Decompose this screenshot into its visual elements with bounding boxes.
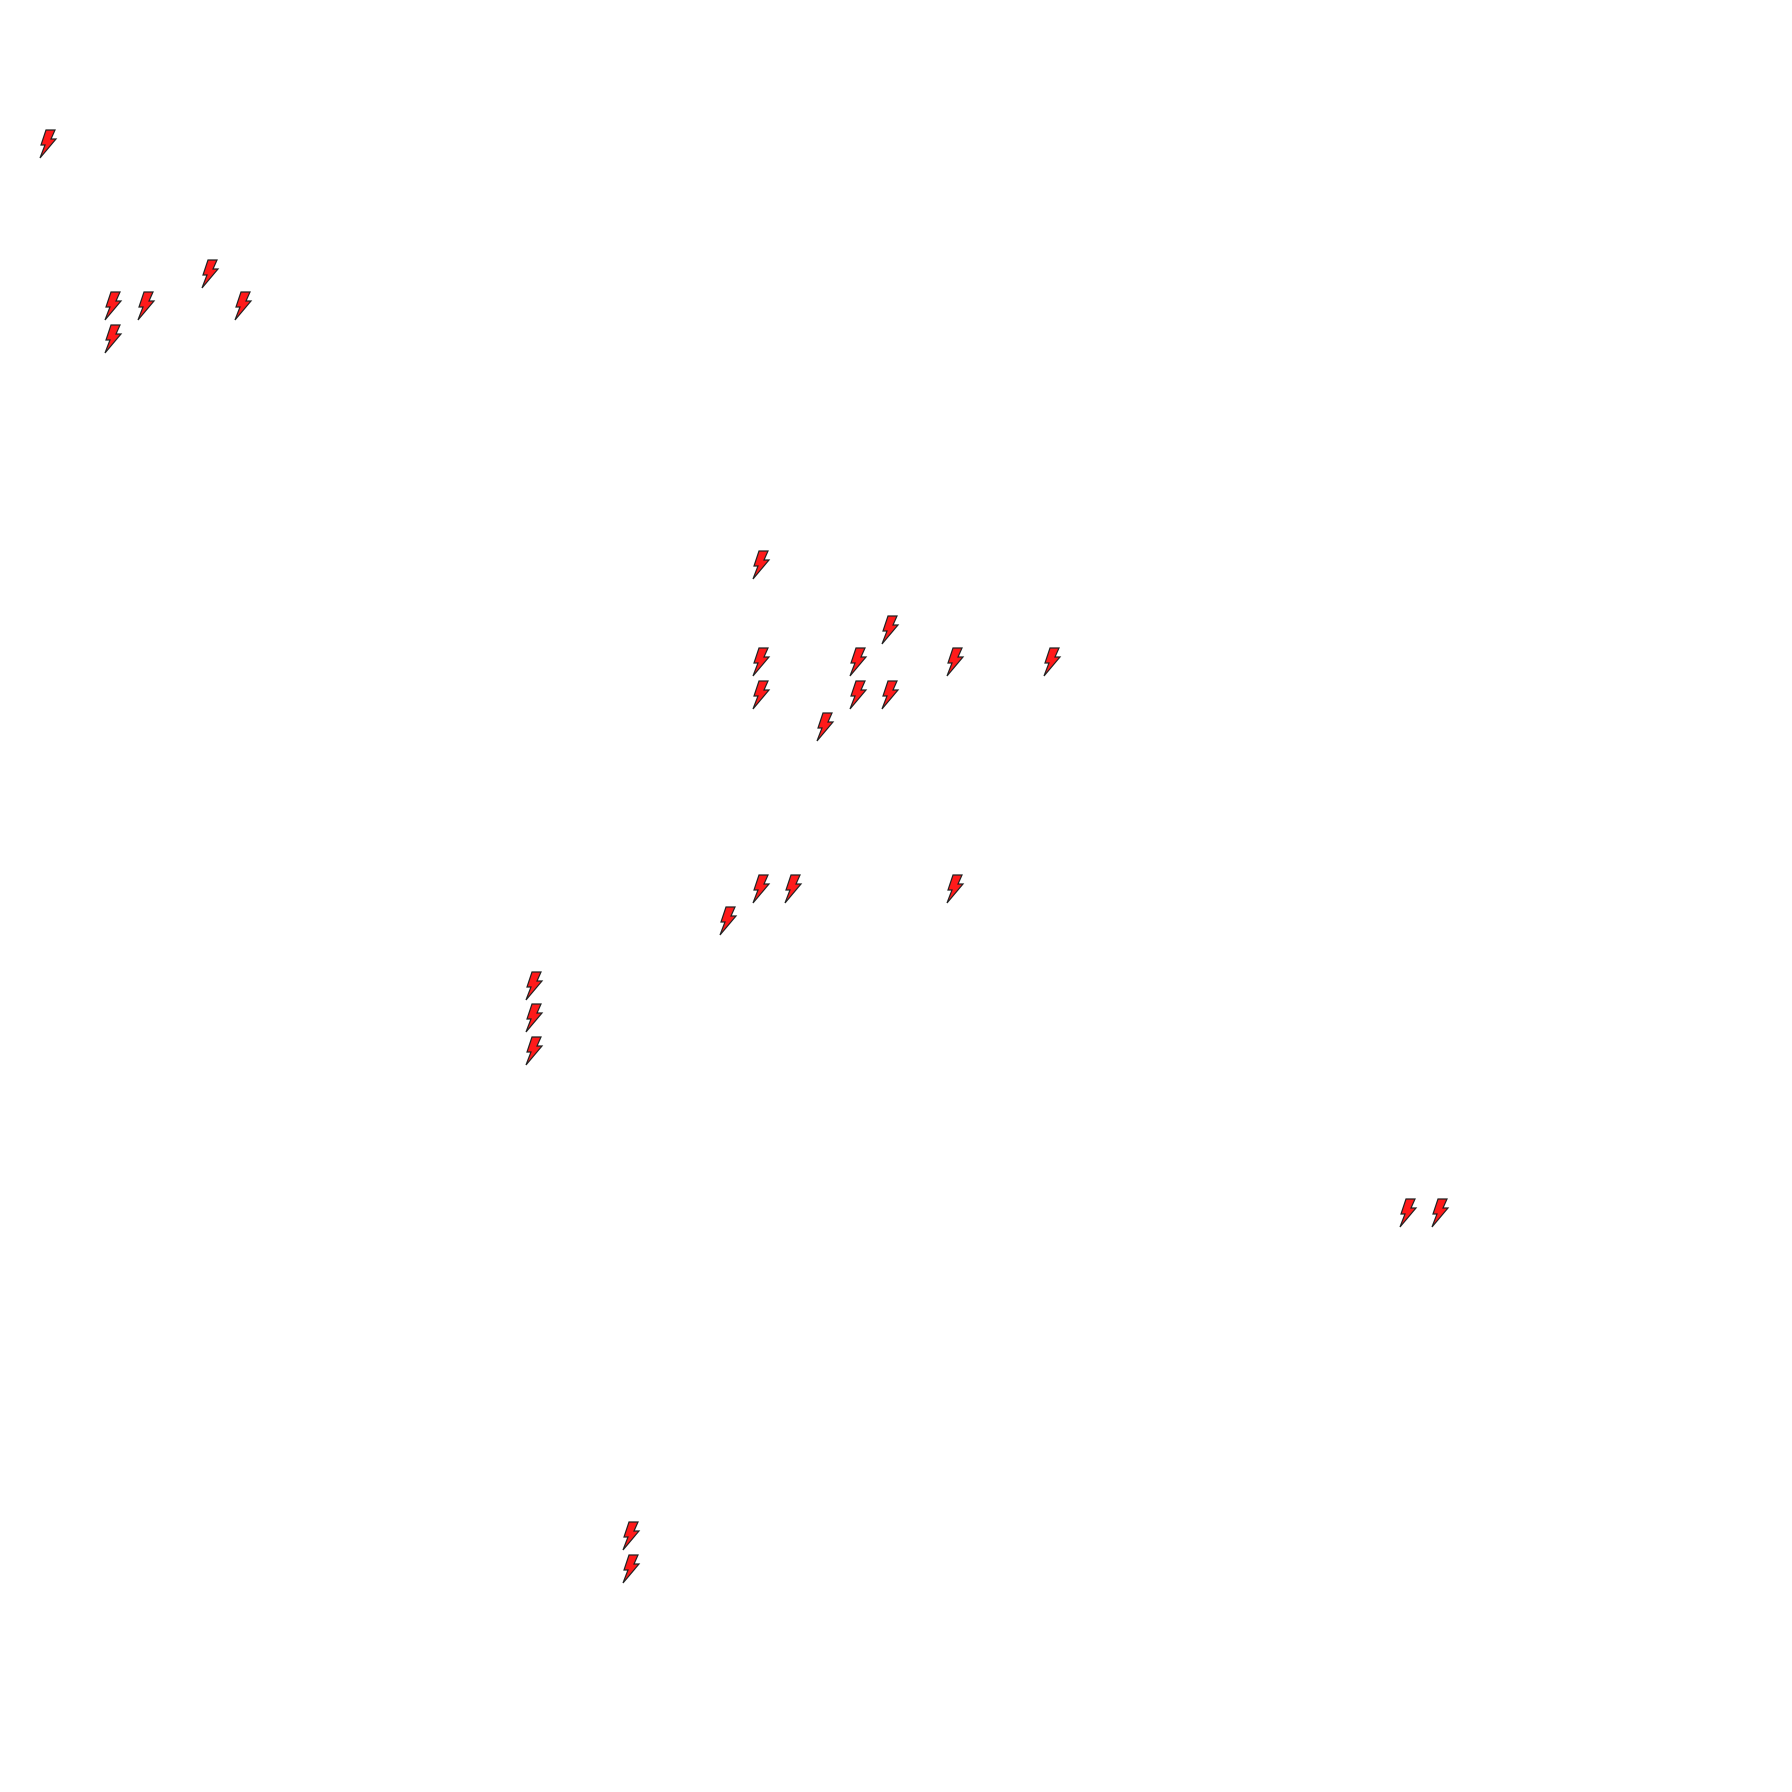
lightning-bolt-icon xyxy=(137,291,156,321)
lightning-bolt-icon xyxy=(816,712,835,742)
map-marker[interactable] xyxy=(815,712,835,742)
map-marker[interactable] xyxy=(848,680,868,710)
map-marker[interactable] xyxy=(751,647,771,677)
map-marker[interactable] xyxy=(1398,1198,1418,1228)
lightning-bolt-icon xyxy=(525,1003,544,1033)
lightning-bolt-icon xyxy=(946,874,965,904)
lightning-bolt-icon xyxy=(719,906,738,936)
lightning-bolt-icon xyxy=(752,550,771,580)
lightning-bolt-icon xyxy=(752,874,771,904)
map-marker[interactable] xyxy=(751,680,771,710)
map-marker[interactable] xyxy=(848,647,868,677)
lightning-bolt-icon xyxy=(1431,1198,1450,1228)
map-marker[interactable] xyxy=(945,874,965,904)
map-marker[interactable] xyxy=(103,324,123,354)
lightning-bolt-icon xyxy=(39,129,58,159)
lightning-bolt-icon xyxy=(849,647,868,677)
map-marker[interactable] xyxy=(524,971,544,1001)
map-marker[interactable] xyxy=(880,680,900,710)
lightning-bolt-icon xyxy=(1399,1198,1418,1228)
map-marker[interactable] xyxy=(136,291,156,321)
lightning-bolt-icon xyxy=(1043,647,1062,677)
lightning-bolt-icon xyxy=(752,647,771,677)
lightning-bolt-icon xyxy=(104,324,123,354)
lightning-bolt-icon xyxy=(525,971,544,1001)
lightning-bolt-icon xyxy=(881,680,900,710)
map-marker[interactable] xyxy=(38,129,58,159)
map-marker[interactable] xyxy=(751,874,771,904)
map-marker[interactable] xyxy=(621,1554,641,1584)
map-marker[interactable] xyxy=(1042,647,1062,677)
lightning-bolt-icon xyxy=(201,259,220,289)
lightning-bolt-icon xyxy=(622,1554,641,1584)
lightning-bolt-icon xyxy=(104,291,123,321)
map-marker[interactable] xyxy=(621,1521,641,1551)
map-marker[interactable] xyxy=(103,291,123,321)
lightning-bolt-icon xyxy=(622,1521,641,1551)
map-marker[interactable] xyxy=(200,259,220,289)
lightning-bolt-icon xyxy=(946,647,965,677)
map-marker[interactable] xyxy=(524,1036,544,1066)
lightning-bolt-icon xyxy=(849,680,868,710)
map-marker[interactable] xyxy=(1430,1198,1450,1228)
map-marker[interactable] xyxy=(783,874,803,904)
lightning-bolt-icon xyxy=(881,615,900,645)
map-marker[interactable] xyxy=(524,1003,544,1033)
map-marker[interactable] xyxy=(945,647,965,677)
lightning-bolt-icon xyxy=(784,874,803,904)
lightning-bolt-icon xyxy=(234,291,253,321)
lightning-bolt-icon xyxy=(525,1036,544,1066)
map-marker[interactable] xyxy=(718,906,738,936)
map-marker[interactable] xyxy=(751,550,771,580)
map-marker[interactable] xyxy=(233,291,253,321)
lightning-bolt-icon xyxy=(752,680,771,710)
map-marker[interactable] xyxy=(880,615,900,645)
